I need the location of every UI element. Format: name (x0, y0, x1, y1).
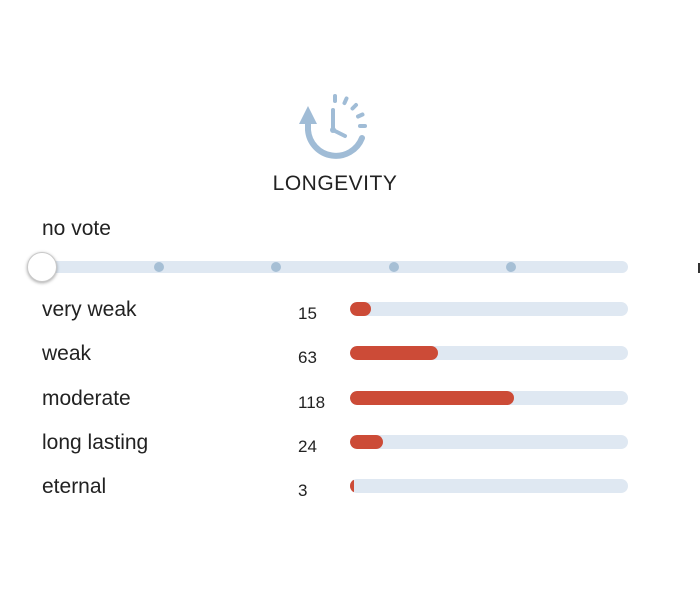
slider-stop[interactable] (154, 262, 165, 272)
result-label: eternal (42, 475, 107, 499)
result-bar-track (350, 479, 628, 494)
slider-knob[interactable] (27, 252, 57, 282)
result-bar-track (350, 346, 628, 361)
page-title: LONGEVITY (272, 172, 398, 195)
result-count: 118 (298, 392, 326, 412)
result-bar-fill (350, 302, 371, 316)
slider-stop[interactable] (271, 262, 282, 272)
slider-stop[interactable] (505, 262, 516, 272)
vote-slider[interactable] (27, 252, 628, 282)
vote-result-row: moderate 118 (0, 385, 700, 429)
vote-result-row: very weak 15 (0, 296, 700, 340)
clock-rewind-icon (299, 94, 367, 159)
result-count: 3 (298, 481, 308, 501)
result-label: moderate (42, 386, 131, 410)
vote-result-row: long lasting 24 (0, 429, 700, 473)
result-bar-track (350, 434, 628, 449)
result-bar-fill (350, 434, 384, 449)
slider-stop[interactable] (388, 262, 399, 272)
result-bar-track (350, 302, 628, 316)
result-count: 24 (298, 436, 317, 456)
result-count: 63 (298, 348, 317, 368)
result-bar-fill (350, 390, 515, 405)
result-bar-fill (350, 346, 438, 361)
result-label: weak (42, 342, 92, 366)
result-label: long lasting (42, 430, 149, 454)
vote-result-row: eternal 3 (0, 473, 700, 517)
vote-results-list: very weak 15 weak 63 moderate 118 long lasting… (0, 296, 700, 517)
result-count: 15 (298, 304, 317, 323)
vote-status-label: no vote (42, 217, 111, 240)
edge-indicator (698, 263, 700, 273)
result-bar-track (350, 390, 628, 405)
vote-result-row: weak 63 (0, 340, 700, 384)
result-label: very weak (42, 298, 137, 321)
result-bar-fill (350, 479, 355, 494)
longevity-header: LONGEVITY (0, 92, 670, 196)
